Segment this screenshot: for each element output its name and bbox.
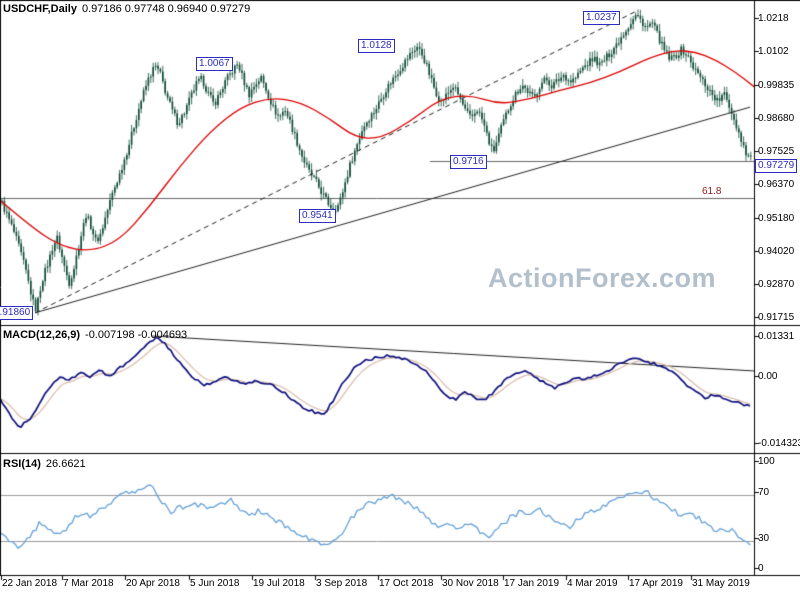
ohlc-values: 0.97186 0.97748 0.96940 0.97279 — [81, 3, 251, 15]
price-axis-label: 0.99835 — [758, 80, 795, 91]
macd-name: MACD(12,26,9) — [3, 329, 81, 341]
price-axis-label: 0.98680 — [758, 113, 795, 124]
price-axis-label: 0.97525 — [758, 146, 795, 157]
rsi-name: RSI(14) — [3, 458, 41, 470]
price-annotation-box: 0.9716 — [450, 155, 487, 169]
date-axis-label: 5 Jun 2018 — [190, 578, 240, 589]
date-axis-label: 7 Mar 2018 — [63, 578, 114, 589]
price-annotation-box: 1.0128 — [358, 39, 395, 53]
price-axis-label: 0.92870 — [758, 279, 795, 290]
rsi-axis-label: 0 — [758, 563, 764, 574]
macd-indicator-label: MACD(12,26,9) -0.007198 -0.004693 — [3, 329, 187, 341]
macd-axis-label: 0.00 — [758, 371, 778, 382]
price-axis-label: 0.96370 — [758, 179, 795, 190]
rsi-axis-label: 70 — [758, 487, 770, 498]
watermark: ActionForex.com — [488, 263, 717, 293]
date-axis-label: 17 Apr 2019 — [629, 578, 683, 589]
date-axis-label: 20 Apr 2018 — [126, 578, 180, 589]
price-axis-label: 1.0218 — [758, 13, 789, 24]
price-axis-label: 0.95180 — [758, 213, 795, 224]
macd-axis-label: 0.01331 — [758, 331, 795, 342]
price-annotation-box: 1.0067 — [196, 57, 233, 71]
macd-axis-label: -0.014323 — [758, 438, 800, 449]
date-axis-label: 19 Jul 2018 — [253, 578, 305, 589]
rsi-indicator-label: RSI(14) 26.6621 — [3, 458, 86, 470]
date-axis-label: 17 Jan 2019 — [504, 578, 560, 589]
macd-values: -0.007198 -0.004693 — [85, 329, 188, 341]
price-axis-label: 0.91715 — [758, 312, 795, 323]
rsi-value: 26.6621 — [45, 458, 86, 470]
price-annotation-box: 0.9541 — [299, 209, 336, 223]
date-axis-label: 22 Jan 2018 — [2, 578, 58, 589]
date-axis-label: 17 Oct 2018 — [379, 578, 434, 589]
current-price-badge: 0.97279 — [755, 159, 798, 174]
price-axis-label: 0.94020 — [758, 246, 795, 258]
date-axis-label: 30 Nov 2018 — [442, 578, 499, 589]
rsi-axis-label: 30 — [758, 533, 770, 544]
symbol-label: USDCHF,Daily — [3, 3, 77, 15]
price-axis-label: 1.0102 — [758, 46, 789, 58]
date-axis-label: 3 Sep 2018 — [316, 578, 368, 589]
price-annotation-box: 1.0237 — [583, 11, 620, 25]
date-axis-label: 4 Mar 2019 — [567, 578, 618, 589]
fib-level-label: 61.8 — [702, 186, 722, 197]
price-annotation-box: 0.91860 — [0, 306, 34, 320]
chart-header: USDCHF,Daily 0.97186 0.97748 0.96940 0.97… — [3, 3, 250, 15]
rsi-axis-label: 100 — [758, 456, 775, 467]
date-axis-label: 31 May 2019 — [692, 578, 750, 589]
